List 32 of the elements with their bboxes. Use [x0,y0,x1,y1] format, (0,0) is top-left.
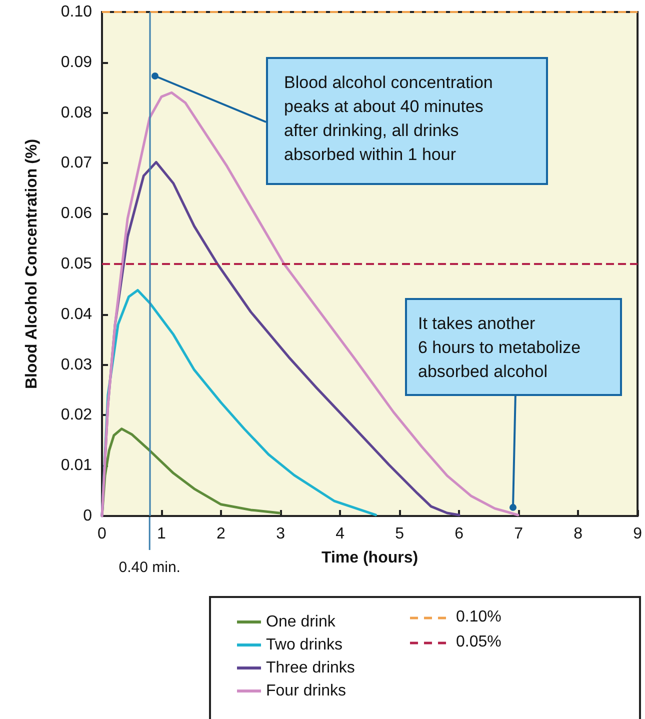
y-tick-label: 0.10 [60,4,92,20]
x-axis-title: Time (hours) [321,550,418,566]
y-tick-label: 0 [83,508,92,524]
x-tick-label: 4 [336,526,345,542]
x-tick-label: 8 [574,526,583,542]
y-tick-label: 0.06 [60,205,92,222]
y-tick-label: 0.09 [60,54,92,71]
x-tick-label: 3 [276,526,286,542]
y-tick-label: 0.01 [60,457,92,474]
x-tick-label: 9 [633,526,642,542]
annotation: Blood alcohol concentration peaks at about 40 minutes after drinking, all drinks absorbed within 1 hour [284,72,493,166]
y-tick-label: 0.03 [60,356,92,374]
x-tick-label: 7 [514,526,524,542]
y-tick-label: 0.04 [60,306,92,323]
legend-label: One drink [266,614,336,630]
x-tick-label: 5 [395,526,404,542]
y-tick-label: 0.02 [60,406,92,424]
legend-label: Three drinks [266,660,355,676]
legend-label: 0.05% [456,634,502,650]
y-axis-title: Blood Alcohol Concentration (%) [24,138,40,390]
x-tick-label: 1 [157,526,166,542]
ref-line-label: 0.40 min. [118,559,180,576]
y-tick-label: 0.07 [60,154,92,172]
y-tick-label: 0.05 [60,256,92,272]
y-tick-label: 0.08 [60,104,92,122]
x-tick-label: 6 [454,526,464,542]
x-tick-label: 0 [98,526,107,542]
legend-label: 0.10% [456,608,502,626]
annotation: It takes another 6 hours to metabolize absorbed alcohol [418,313,581,383]
legend-label: Two drinks [266,636,342,654]
legend-label: Four drinks [266,682,346,700]
x-tick-label: 2 [216,526,226,542]
